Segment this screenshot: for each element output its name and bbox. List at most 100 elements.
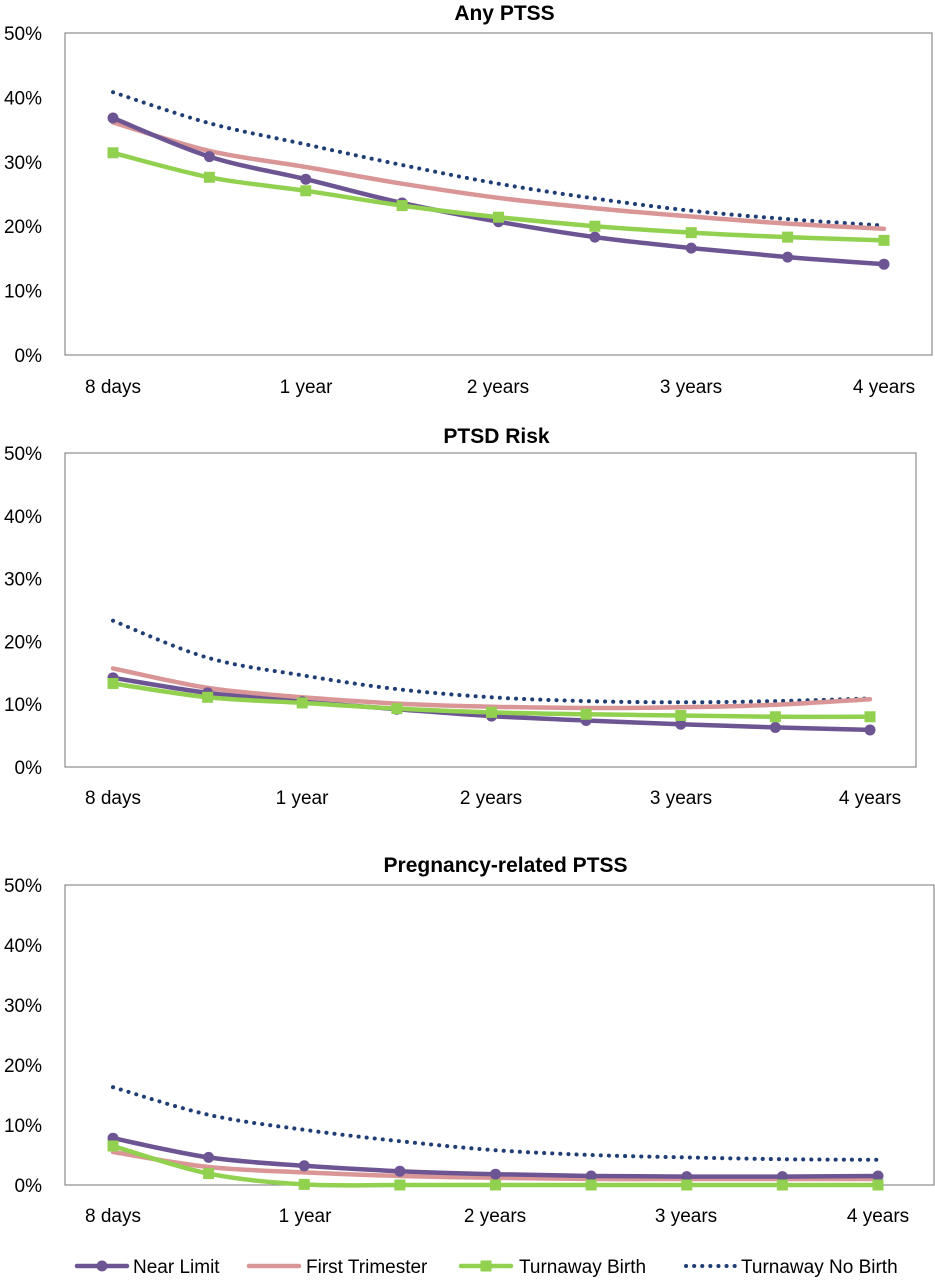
- y-tick-label: 10%: [4, 1116, 42, 1137]
- data-point-circle: [203, 151, 215, 163]
- x-tick-label: 1 year: [280, 377, 333, 398]
- x-tick-label: 4 years: [853, 377, 915, 398]
- legend-marker-square: [480, 1260, 492, 1272]
- legend-label: Turnaway No Birth: [741, 1257, 898, 1278]
- x-tick-label: 1 year: [279, 1206, 332, 1227]
- series-turnaway-no-birth: [111, 1085, 880, 1162]
- y-tick-label: 10%: [4, 695, 42, 716]
- data-point-circle: [769, 721, 781, 733]
- legend: Near Limit First Trimester Turnaway Birth T…: [74, 1257, 898, 1278]
- data-point-square: [685, 227, 697, 239]
- data-point-square: [675, 710, 687, 722]
- data-point-circle: [589, 231, 601, 243]
- data-point-square: [203, 1168, 215, 1180]
- y-tick-label: 30%: [4, 153, 42, 174]
- chart-title: Pregnancy-related PTSS: [384, 854, 628, 877]
- data-point-circle: [203, 1151, 215, 1163]
- y-tick-label: 40%: [4, 507, 42, 528]
- data-point-circle: [776, 1171, 788, 1183]
- x-tick-label: 8 days: [85, 788, 141, 809]
- data-point-square: [298, 1178, 310, 1190]
- data-point-circle: [878, 258, 890, 270]
- data-point-square: [107, 147, 119, 159]
- x-tick-label: 3 years: [660, 377, 722, 398]
- x-tick-label: 2 years: [464, 1206, 526, 1227]
- data-point-square: [782, 231, 794, 243]
- data-point-square: [776, 1179, 788, 1191]
- legend-item-turnaway-no-birth: Turnaway No Birth: [684, 1257, 898, 1278]
- data-point-square: [296, 697, 308, 709]
- data-point-circle: [585, 1170, 597, 1182]
- data-point-square: [486, 706, 497, 718]
- x-tick-label: 2 years: [460, 788, 522, 809]
- data-point-square: [580, 708, 592, 720]
- x-tick-label: 4 years: [847, 1206, 909, 1227]
- chart-title: PTSD Risk: [443, 425, 550, 448]
- data-point-circle: [394, 1165, 406, 1177]
- data-point-circle: [298, 1160, 310, 1172]
- data-point-square: [202, 691, 214, 703]
- series-line: [110, 115, 887, 267]
- x-tick-label: 8 days: [85, 1206, 141, 1227]
- series-first-trimester: [110, 666, 873, 711]
- y-tick-label: 30%: [4, 570, 42, 591]
- legend-label: Near Limit: [133, 1257, 220, 1278]
- data-point-square: [203, 171, 215, 183]
- y-tick-label: 40%: [4, 936, 42, 957]
- series-near-limit: [107, 112, 890, 270]
- data-point-square: [681, 1179, 693, 1191]
- data-point-circle: [782, 251, 794, 263]
- data-point-circle: [872, 1170, 884, 1182]
- y-tick-label: 20%: [4, 1056, 42, 1077]
- data-point-square: [878, 234, 890, 246]
- data-point-circle: [864, 724, 876, 736]
- series-line: [110, 120, 887, 232]
- series-line: [111, 1085, 880, 1162]
- y-tick-label: 40%: [4, 88, 42, 109]
- data-point-square: [585, 1179, 597, 1191]
- chart-1: Any PTSS 0% 10% 20% 30% 40% 50% 8 days 1 year 2 y…: [4, 2, 933, 398]
- x-tick-label: 8 days: [85, 377, 141, 398]
- y-tick-label: 50%: [4, 876, 42, 897]
- data-point-square: [589, 220, 601, 232]
- series-turnaway-birth: [107, 1140, 884, 1191]
- chart-title: Any PTSS: [454, 2, 554, 25]
- y-tick-label: 50%: [4, 24, 42, 45]
- data-point-square: [107, 677, 119, 689]
- data-point-square: [394, 1179, 406, 1191]
- data-point-circle: [490, 1168, 501, 1180]
- data-point-square: [872, 1179, 884, 1191]
- data-point-circle: [685, 242, 697, 254]
- data-point-circle: [300, 173, 312, 185]
- data-point-square: [396, 200, 408, 212]
- legend-label: Turnaway Birth: [519, 1257, 646, 1278]
- legend-marker-circle: [96, 1260, 108, 1272]
- legend-item-first-trimester: First Trimester: [246, 1257, 428, 1278]
- data-point-square: [107, 1140, 119, 1152]
- plot-frame: [64, 32, 933, 356]
- legend-item-near-limit: Near Limit: [74, 1257, 220, 1278]
- data-point-square: [391, 703, 403, 715]
- y-tick-label: 0%: [15, 346, 43, 367]
- data-point-square: [864, 711, 876, 723]
- data-point-circle: [681, 1171, 693, 1183]
- x-tick-label: 4 years: [839, 788, 901, 809]
- x-tick-label: 2 years: [467, 377, 529, 398]
- legend-label: First Trimester: [306, 1257, 428, 1278]
- plot-frame: [64, 884, 935, 1186]
- series-turnaway-birth: [107, 147, 890, 246]
- y-tick-label: 0%: [15, 1176, 43, 1197]
- chart-3: Pregnancy-related PTSS 0% 10% 20% 30% 40% 50% 8…: [4, 854, 935, 1227]
- series-turnaway-no-birth: [111, 90, 886, 228]
- plot-frame: [64, 452, 917, 768]
- data-point-square: [493, 211, 504, 223]
- data-point-square: [300, 185, 312, 197]
- data-point-square: [769, 711, 781, 723]
- y-tick-label: 30%: [4, 996, 42, 1017]
- data-point-circle: [107, 112, 119, 124]
- y-tick-label: 20%: [4, 632, 42, 653]
- series-first-trimester: [110, 120, 887, 232]
- series-turnaway-no-birth: [111, 618, 872, 705]
- chart-2: PTSD Risk 0% 10% 20% 30% 40% 50% 8 days 1 year 2 …: [4, 425, 917, 809]
